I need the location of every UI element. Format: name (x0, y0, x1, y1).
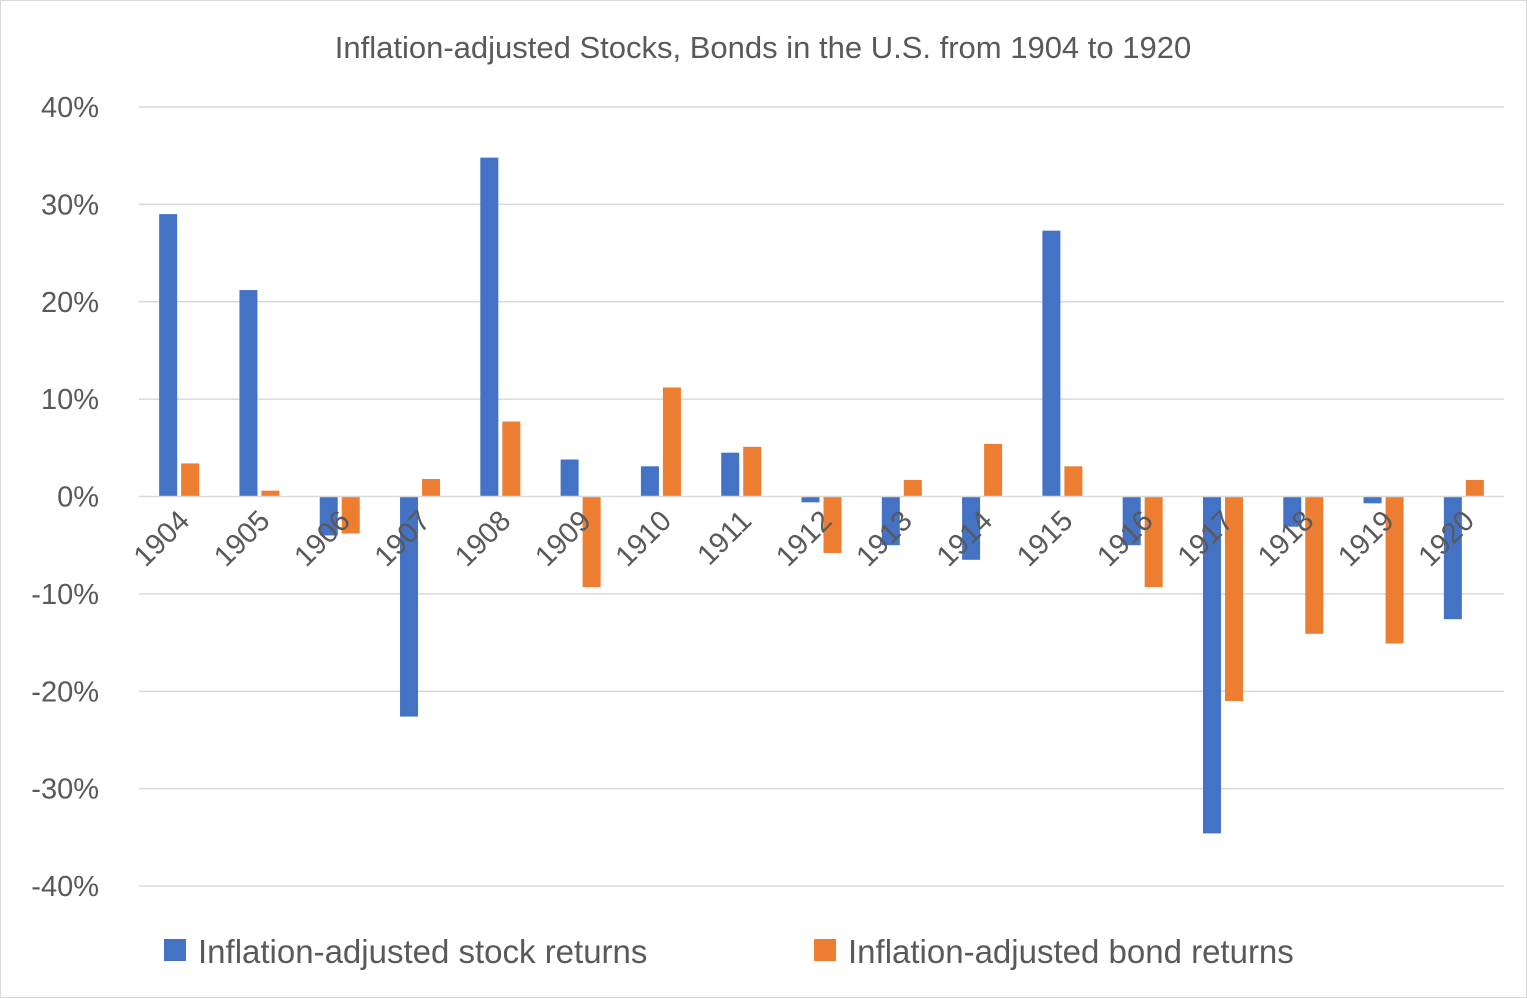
stock-bar-1904 (159, 214, 178, 497)
stock-bar-1906 (319, 496, 338, 536)
y-tick-label: -20% (31, 676, 99, 708)
bond-bar-1919 (1385, 496, 1404, 644)
legend-swatch (814, 939, 836, 961)
x-tick-label: 1904 (128, 505, 196, 573)
bond-bar-1913 (903, 479, 922, 497)
y-tick-label: -30% (31, 774, 99, 806)
stock-bar-1909 (560, 459, 579, 497)
bond-bar-1917 (1224, 496, 1243, 701)
x-axis-ticks: 1904 1905 1906 1907 1908 1909 1910 1911 1912 1913… (128, 505, 1481, 573)
x-tick-label: 1911 (691, 505, 758, 572)
bond-bar-1905 (261, 490, 280, 497)
x-tick-label: 1915 (1011, 505, 1079, 573)
bond-bar-1912 (823, 496, 842, 553)
y-tick-label: 30% (41, 189, 99, 221)
bond-bar-1911 (743, 446, 762, 497)
gridlines (139, 106, 1504, 887)
x-tick-label: 1914 (931, 505, 999, 573)
bars (159, 157, 1484, 834)
stock-bar-1920 (1443, 496, 1462, 620)
x-tick-label: 1910 (610, 505, 678, 573)
bond-bar-1904 (181, 463, 200, 497)
bond-bar-1906 (341, 496, 360, 534)
legend-label: Inflation-adjusted bond returns (848, 933, 1294, 970)
x-tick-label: 1908 (449, 505, 517, 573)
stock-bar-1908 (480, 157, 499, 497)
stock-bar-1910 (640, 466, 659, 497)
stock-bar-1905 (239, 290, 258, 497)
bond-bar-1907 (422, 478, 441, 497)
bond-bar-1914 (984, 443, 1003, 497)
y-tick-label: -10% (31, 579, 99, 611)
y-axis-ticks: 40% 30% 20% 10% 0% -10% -20% -30% -40% (31, 92, 99, 903)
legend-swatch (164, 939, 186, 961)
x-tick-label: 1913 (850, 505, 918, 573)
bond-bar-1910 (662, 387, 681, 497)
stock-bar-1919 (1363, 496, 1382, 504)
stock-bar-1907 (400, 496, 419, 717)
y-tick-label: 0% (57, 482, 99, 514)
bond-bar-1920 (1465, 479, 1484, 497)
bond-bar-1908 (502, 421, 521, 497)
stock-bar-1918 (1283, 496, 1302, 527)
bond-bar-1909 (582, 496, 601, 588)
y-tick-label: 10% (41, 384, 99, 416)
stock-bar-1913 (881, 496, 900, 546)
legend: Inflation-adjusted stock returns Inflatio… (164, 933, 1294, 970)
x-tick-label: 1905 (208, 505, 276, 573)
y-tick-label: 20% (41, 287, 99, 319)
bond-bar-1918 (1305, 496, 1324, 634)
chart-title: Inflation-adjusted Stocks, Bonds in the … (335, 30, 1191, 65)
bond-bar-1916 (1144, 496, 1163, 588)
legend-label: Inflation-adjusted stock returns (198, 933, 647, 970)
y-tick-label: -40% (31, 871, 99, 903)
stock-bar-1912 (801, 496, 820, 503)
bond-bar-1915 (1064, 466, 1083, 497)
y-tick-label: 40% (41, 92, 99, 124)
stock-bar-1914 (962, 496, 981, 560)
stock-bar-1915 (1042, 230, 1061, 497)
stock-bar-1911 (721, 452, 740, 497)
stock-bar-1917 (1202, 496, 1221, 834)
stock-bar-1916 (1122, 496, 1141, 546)
